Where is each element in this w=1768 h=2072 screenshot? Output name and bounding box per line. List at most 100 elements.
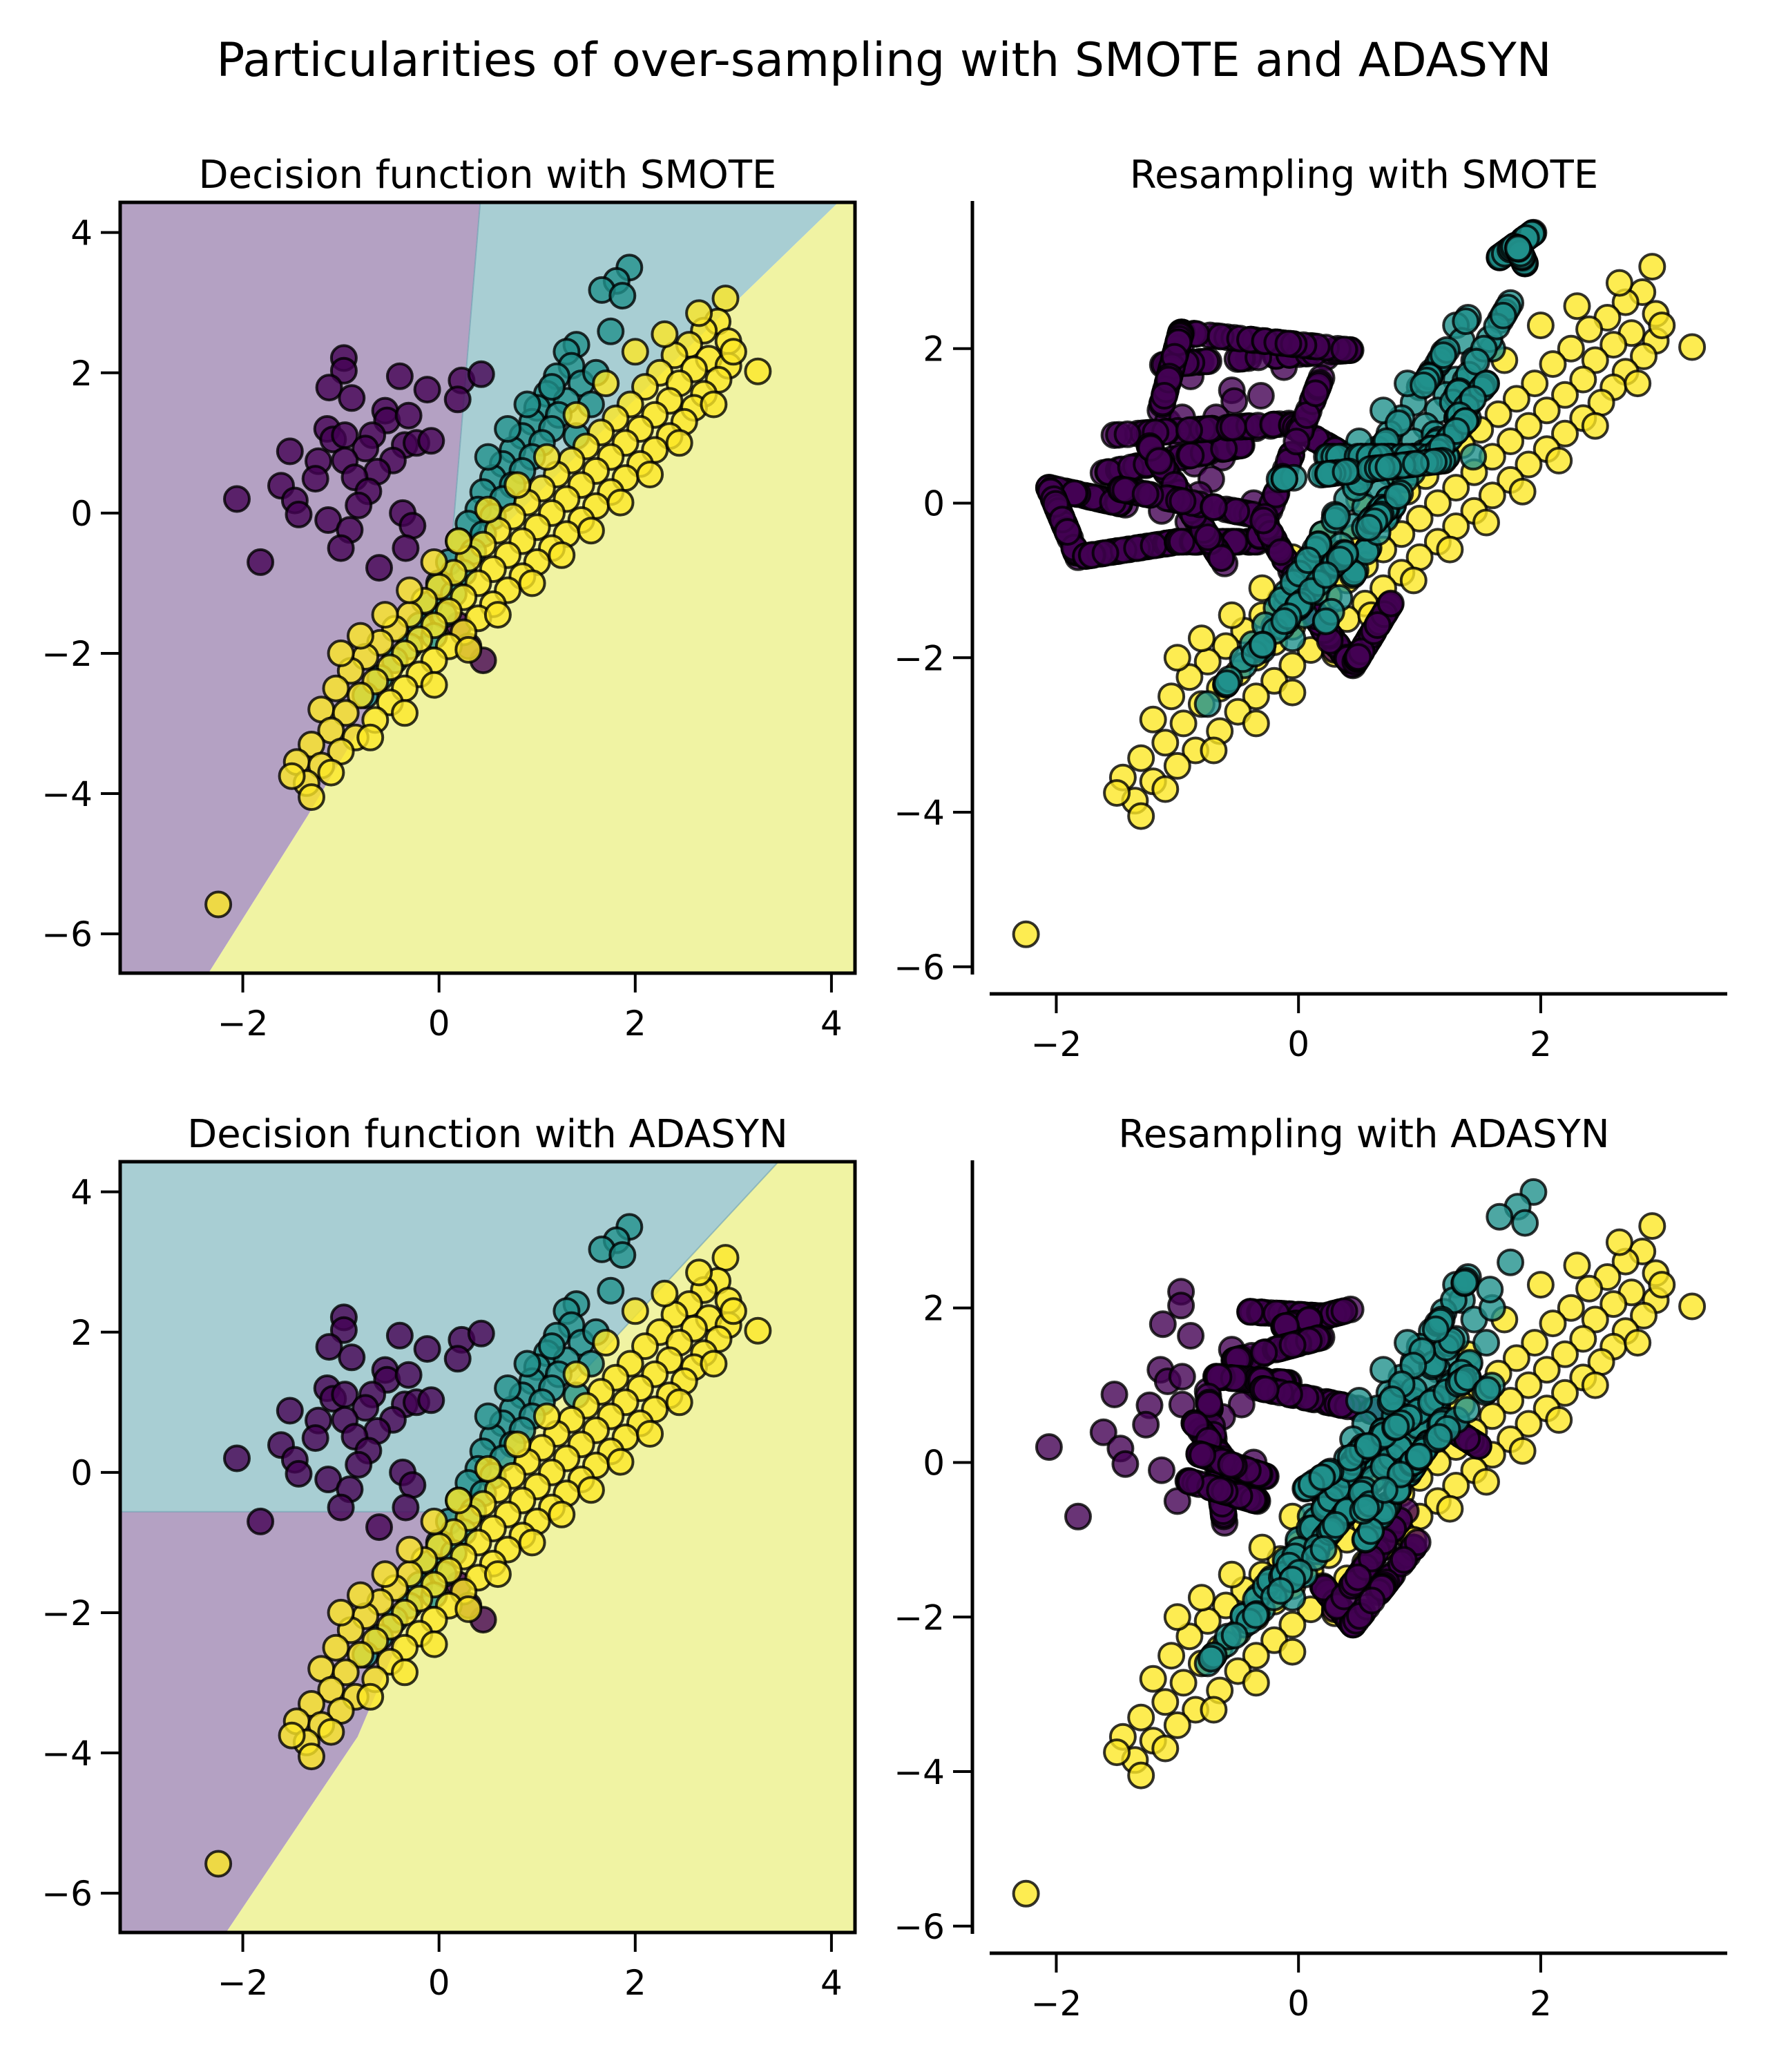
scatter-point-class2: [1200, 1696, 1228, 1724]
scatter-point-class0: [1330, 336, 1358, 363]
y-tick-label: 4: [70, 1173, 93, 1213]
scatter-point-class1: [1249, 631, 1277, 659]
scatter-point-class1: [1270, 607, 1298, 635]
x-tick-label: 0: [1287, 1024, 1309, 1064]
plot-area: [120, 1162, 855, 1932]
subplot-title: Decision function with ADASYN: [187, 1112, 788, 1157]
scatter-point-class1: [1332, 458, 1360, 486]
subplot-title: Decision function with SMOTE: [199, 153, 777, 198]
scatter-point-class0: [417, 1386, 445, 1414]
scatter-point-class2: [391, 699, 419, 727]
scatter-point-class2: [1638, 253, 1666, 281]
scatter-point-class2: [1599, 331, 1628, 359]
x-tick-label: 2: [624, 1963, 646, 2003]
scatter-point-class2: [332, 699, 360, 727]
scatter-point-class2: [396, 576, 424, 604]
scatter-point-class2: [711, 285, 740, 313]
axes-frame: [118, 200, 857, 975]
scatter-point-class2: [298, 783, 325, 812]
plot-area: [120, 202, 855, 973]
scatter-point-class1: [1472, 1329, 1500, 1357]
scatter-point-class0: [1247, 382, 1275, 410]
scatter-point-class2: [1163, 644, 1191, 672]
scatter-point-class2: [1278, 651, 1307, 680]
scatter-point-class2: [445, 527, 473, 555]
y-tick-label: 2: [923, 1289, 945, 1329]
scatter-point-class2: [327, 639, 355, 667]
scatter-point-class0: [1249, 506, 1278, 535]
scatter-point-class0: [398, 512, 427, 540]
scatter-point-class2: [1508, 477, 1537, 506]
axes-frame: [118, 1160, 857, 1935]
scatter-point-class1: [1354, 1432, 1382, 1460]
scatter-point-class2: [1175, 1622, 1204, 1651]
scatter-point-class2: [1551, 1340, 1579, 1368]
scatter-point-class1: [1473, 1376, 1501, 1404]
scatter-point-class0: [352, 1394, 380, 1422]
scatter-point-class1: [1370, 1476, 1399, 1504]
scatter-point-class2: [548, 541, 576, 569]
scatter-point-class1: [1405, 1442, 1433, 1470]
x-tick-label: 0: [428, 1963, 450, 2003]
scatter-point-class2: [356, 1682, 385, 1711]
y-tick-label: 0: [923, 1443, 945, 1483]
subplot-decision-adasyn: Decision function with ADASYN −2 0 2 4 −6 −4 −…: [41, 1112, 857, 2003]
scatter-point-class2: [1127, 802, 1155, 830]
scatter-point-class1: [1323, 502, 1351, 530]
scatter-point-class2: [1605, 1228, 1633, 1256]
subplot-resampling-adasyn: Resampling with ADASYN −2 0 2 −6 −4 −2 0 2: [894, 1112, 1727, 2024]
scatter-point-class0: [394, 401, 423, 430]
scatter-point-class2: [420, 1507, 448, 1535]
scatter-point-class1: [1311, 561, 1340, 589]
scatter-point-class0: [1111, 1450, 1140, 1478]
scatter-point-class2: [631, 373, 659, 401]
scatter-point-class2: [606, 1448, 635, 1476]
scatter-series-class1: [1193, 1178, 1548, 1678]
scatter-point-class2: [1532, 1356, 1561, 1384]
scatter-point-class2: [1218, 1560, 1246, 1589]
scatter-point-class2: [1551, 381, 1579, 409]
scatter-point-class0: [1344, 1563, 1372, 1591]
scatter-point-class1: [1452, 307, 1480, 336]
scatter-point-class2: [1012, 1879, 1040, 1908]
scatter-series-class0: [223, 344, 497, 675]
scatter-point-class0: [1267, 538, 1295, 566]
scatter-point-class2: [631, 1332, 659, 1361]
scatter-point-class2: [1678, 1292, 1707, 1321]
scatter-point-class0: [223, 485, 251, 513]
scatter-point-class2: [371, 601, 399, 629]
scatter-point-class2: [1581, 1305, 1609, 1334]
scatter-point-class1: [1421, 1315, 1450, 1343]
scatter-point-class2: [1423, 489, 1452, 517]
scatter-point-class2: [1678, 333, 1707, 361]
scatter-point-class2: [1399, 566, 1428, 595]
scatter-point-class0: [1149, 1310, 1177, 1339]
scatter-point-class0: [1274, 329, 1303, 358]
x-tick-label: 2: [624, 1004, 646, 1044]
scatter-point-class2: [1436, 535, 1464, 564]
scatter-point-class2: [1242, 1669, 1270, 1697]
scatter-point-class1: [1511, 1209, 1539, 1237]
scatter-point-class2: [454, 635, 483, 664]
scatter-point-class2: [1139, 1665, 1167, 1693]
scatter-point-class2: [1551, 1379, 1579, 1407]
scatter-point-class2: [1163, 1603, 1191, 1631]
y-tick-label: −4: [894, 1752, 945, 1792]
scatter-point-class0: [1222, 497, 1251, 526]
scatter-point-class2: [1599, 1290, 1628, 1318]
scatter-point-class1: [1311, 607, 1340, 635]
scatter-point-class2: [391, 1658, 419, 1687]
scatter-point-class0: [413, 376, 441, 404]
scatter-point-class2: [347, 681, 374, 709]
scatter-point-class2: [1526, 311, 1555, 340]
scatter-point-class0: [1168, 1363, 1196, 1391]
scatter-point-class2: [503, 471, 532, 499]
scatter-point-class1: [1497, 1248, 1525, 1276]
scatter-point-class2: [1515, 1410, 1543, 1438]
scatter-point-class1: [1220, 1622, 1249, 1649]
scatter-point-class0: [1064, 1502, 1092, 1531]
scatter-point-class1: [513, 1350, 541, 1378]
scatter-point-class2: [420, 671, 448, 699]
scatter-point-class2: [1515, 1371, 1543, 1399]
scatter-point-class0: [1282, 428, 1311, 456]
